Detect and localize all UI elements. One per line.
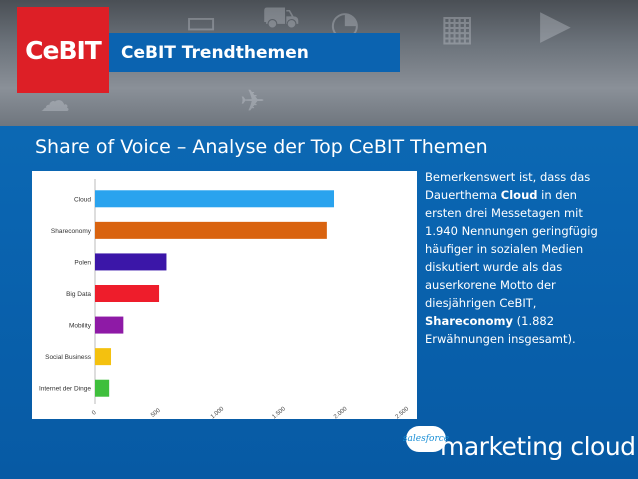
play-icon: ▶ [540,2,571,48]
section-title-bar: CeBIT Trendthemen [109,33,400,72]
bar-shareconomy [95,221,327,239]
commentary-bold-cloud: Cloud [500,188,538,202]
x-tick-label: 0 [91,409,98,416]
bar-polen [95,253,167,271]
x-tick-label: 500 [150,407,162,418]
category-label: Mobility [69,323,92,330]
category-label: Internet der Dinge [39,386,91,393]
x-tick-label: 2.500 [395,406,411,419]
bar-chart: Cloud Shareconomy Polen Big Data Mobility Soc… [39,179,411,419]
logo-text: CeBIT [25,35,102,65]
category-label: Polen [74,259,91,266]
bar-mobility [95,316,124,334]
section-title: CeBIT Trendthemen [121,42,309,63]
salesforce-text: salesforce [402,434,450,444]
x-tick-label: 1.500 [271,406,287,419]
bar-social-business [95,348,112,366]
cart-icon: ⛟ [262,0,300,35]
commentary-text: Bemerkenswert ist, dass das Dauerthema C… [425,168,615,348]
commentary-bold-shareconomy: Shareconomy [425,314,513,328]
category-label: Social Business [45,354,92,361]
brand-text: marketing cloud [440,432,636,461]
bar-cloud [95,190,335,208]
commentary-part-3: (1.882 Erwähnungen insgesamt). [425,314,576,346]
bar-big-data [95,285,160,302]
slide-title: Share of Voice – Analyse der Top CeBIT T… [35,136,488,158]
category-label: Cloud [74,196,91,203]
bird-icon: ✈ [240,84,266,119]
x-tick-label: 2.000 [333,406,349,419]
category-label: Shareconomy [51,228,92,235]
bar-internet-der-dinge [95,379,110,397]
grid-icon: ▦ [440,8,475,49]
bar-chart-panel: Cloud Shareconomy Polen Big Data Mobility Soc… [32,171,417,419]
category-label: Big Data [66,291,91,298]
cebit-logo: CeBIT [17,7,109,93]
salesforce-cloud-icon: salesforce [402,426,450,452]
commentary-part-2: in den ersten drei Messetagen mit 1.940 … [425,188,598,310]
marketing-cloud-logo: salesforce marketing cloud [402,424,636,472]
x-tick-label: 1.000 [210,406,226,419]
commentary-part-1: Bemerkenswert ist, dass das Dauerthema [425,170,591,202]
